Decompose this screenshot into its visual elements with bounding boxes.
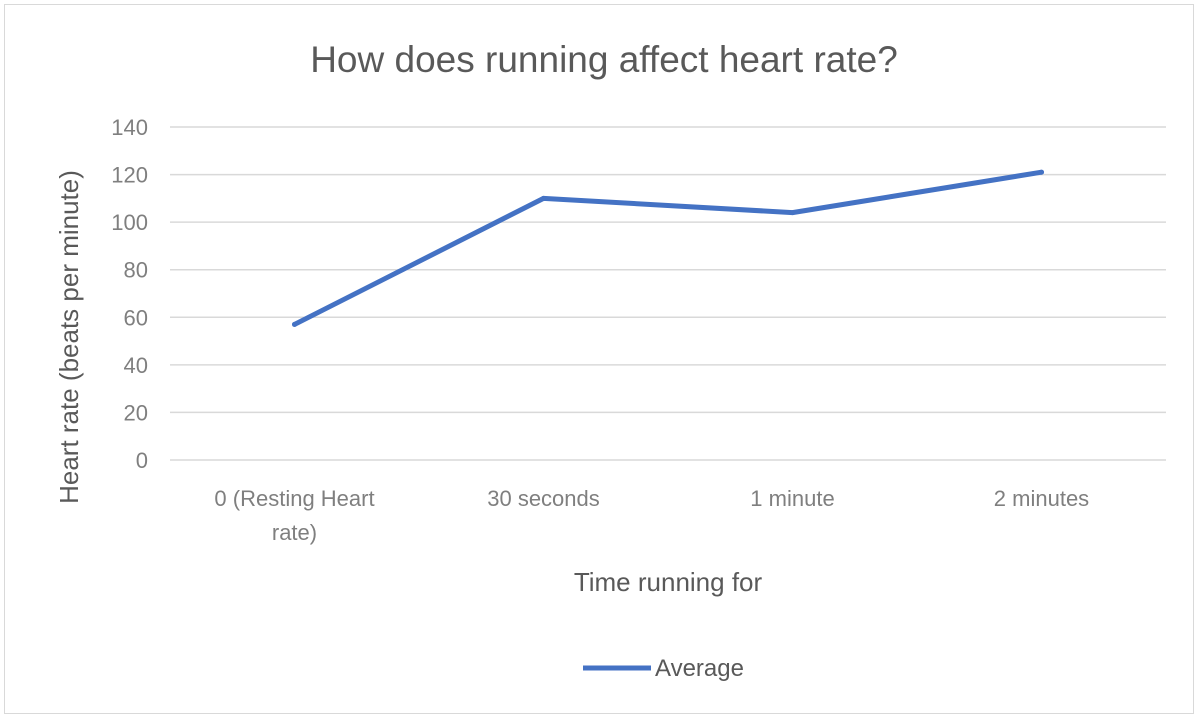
y-tick-label: 120 (111, 163, 148, 188)
y-axis-ticks: 0 20 40 60 80 100 120 140 (111, 115, 148, 473)
y-tick-label: 60 (124, 305, 148, 330)
y-tick-label: 100 (111, 210, 148, 235)
chart-title: How does running affect heart rate? (310, 39, 898, 80)
y-tick-label: 0 (136, 448, 148, 473)
y-tick-label: 140 (111, 115, 148, 140)
x-category-label: 30 seconds (487, 486, 600, 511)
x-category-label: 0 (Resting Heart rate) (214, 486, 374, 545)
data-point (790, 210, 795, 216)
x-axis-categories: 0 (Resting Heart rate) 30 seconds 1 minute 2… (214, 486, 1089, 545)
legend-label-average: Average (655, 655, 744, 682)
y-axis-title: Heart rate (beats per minute) (54, 170, 84, 504)
chart-area (4, 4, 1194, 714)
y-tick-label: 20 (124, 400, 148, 425)
series-layer (292, 169, 1044, 327)
x-category-label: 2 minutes (994, 486, 1089, 511)
y-tick-label: 40 (124, 353, 148, 378)
series-line-average (292, 169, 1044, 327)
y-tick-label: 80 (124, 258, 148, 283)
data-point (1039, 169, 1044, 175)
x-axis-title: Time running for (574, 567, 763, 597)
data-point (541, 195, 546, 201)
gridlines (170, 126, 1166, 461)
x-category-label: 1 minute (750, 486, 834, 511)
legend: Average (583, 655, 744, 682)
data-point (292, 321, 297, 327)
